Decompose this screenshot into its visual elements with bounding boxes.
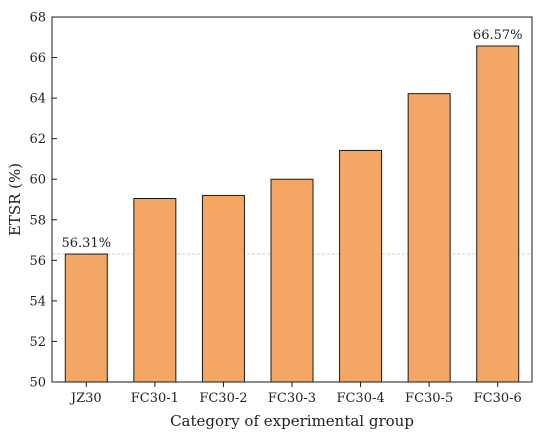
- bars-layer: [64, 45, 520, 383]
- y-axis-title: ETSR (%): [6, 163, 24, 236]
- y-tick-label: 60: [29, 173, 46, 188]
- y-tick-label: 54: [29, 294, 46, 309]
- x-axis-title: Category of experimental group: [170, 412, 414, 430]
- y-tick-label: 50: [29, 376, 46, 391]
- data-labels-layer: 56.31% 66.57%: [61, 28, 522, 251]
- bar-fc30-1: [133, 197, 177, 383]
- x-tick-label: FC30-1: [131, 391, 179, 406]
- data-label: 56.31%: [61, 236, 111, 251]
- y-tick-label: 52: [29, 335, 46, 350]
- x-tick-label: FC30-5: [405, 391, 453, 406]
- x-tick-label: FC30-6: [474, 391, 522, 406]
- data-label: 66.57%: [473, 28, 523, 43]
- x-tick-label: FC30-3: [268, 391, 316, 406]
- bar-fc30-6: [476, 45, 520, 383]
- x-tick-label: FC30-2: [199, 391, 247, 406]
- bar-fc30-4: [339, 149, 383, 383]
- y-tick-label: 56: [29, 254, 46, 269]
- x-axis: JZ30 FC30-1 FC30-2 FC30-3 FC30-4 FC30-5 FC30-6: [69, 382, 522, 406]
- x-tick-label: FC30-4: [336, 391, 384, 406]
- y-axis: 50 52 54 56 58 60 62 64 66 68: [29, 11, 57, 391]
- y-tick-label: 68: [29, 11, 46, 26]
- x-tick-label: JZ30: [69, 391, 102, 406]
- bar-jz30: [64, 253, 108, 383]
- bar-fc30-3: [270, 178, 314, 383]
- y-tick-label: 62: [29, 132, 46, 147]
- y-tick-label: 66: [29, 51, 46, 66]
- bar-fc30-5: [407, 93, 451, 383]
- y-tick-label: 64: [29, 92, 46, 107]
- y-tick-label: 58: [29, 213, 46, 228]
- bar-fc30-2: [201, 194, 245, 383]
